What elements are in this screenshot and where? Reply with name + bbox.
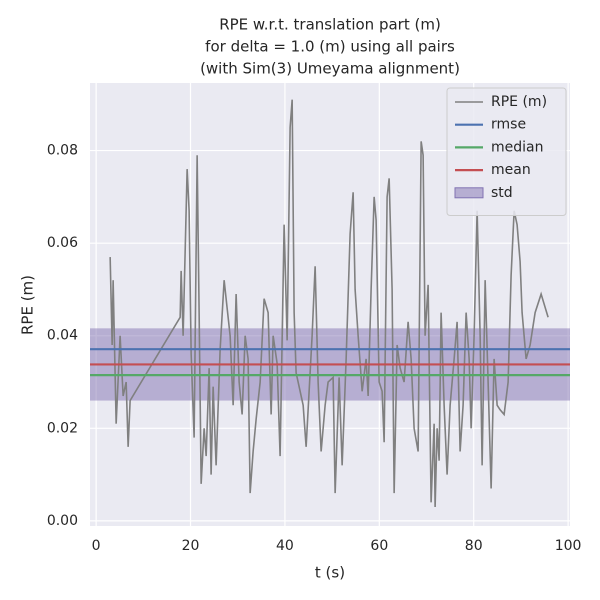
y-axis-label: RPE (m) (19, 275, 37, 335)
y-tick-label: 0.04 (47, 328, 78, 344)
x-tick-label: 20 (182, 538, 200, 554)
y-tick-label: 0.08 (47, 143, 78, 159)
legend-label: rmse (491, 117, 526, 133)
x-tick-label: 60 (370, 538, 388, 554)
y-tick-label: 0.06 (47, 235, 78, 251)
x-tick-label: 80 (465, 538, 483, 554)
legend-label: mean (491, 162, 531, 178)
chart-title: for delta = 1.0 (m) using all pairs (205, 38, 455, 56)
chart-title: RPE w.r.t. translation part (m) (219, 16, 441, 34)
legend-label: std (491, 185, 513, 201)
legend-box (446, 87, 567, 216)
legend-label: RPE (m) (491, 94, 547, 110)
x-tick-label: 40 (276, 538, 294, 554)
y-tick-label: 0.02 (47, 420, 78, 436)
chart-title: (with Sim(3) Umeyama alignment) (200, 60, 460, 78)
x-axis-label: t (s) (315, 564, 345, 582)
x-tick-label: 100 (555, 538, 582, 554)
data-line (109, 99, 549, 508)
legend-swatch (454, 187, 484, 199)
y-tick-label: 0.00 (47, 513, 78, 529)
x-tick-label: 0 (92, 538, 101, 554)
legend-label: median (491, 139, 543, 155)
